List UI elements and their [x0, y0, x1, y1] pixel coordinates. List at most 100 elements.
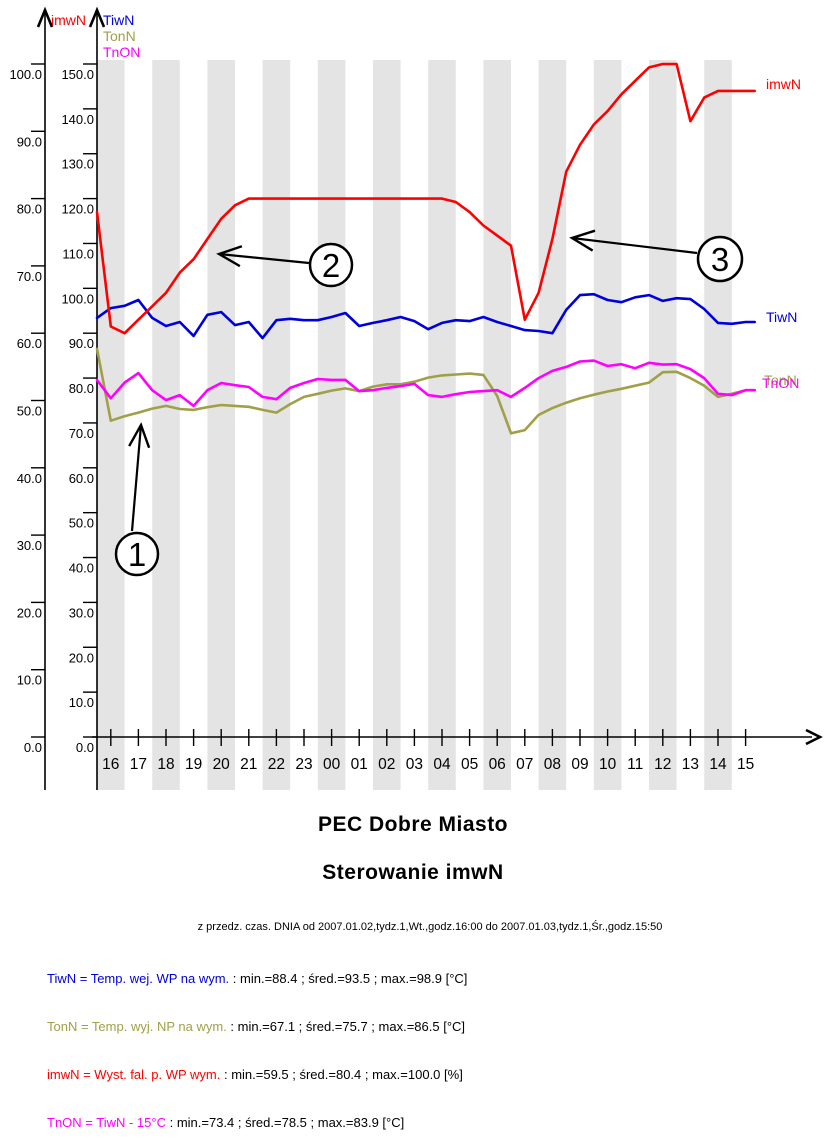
shaded-hour-band — [593, 60, 622, 790]
hour-label: 04 — [433, 756, 451, 773]
series-end-label-tonn: TonN — [764, 372, 797, 388]
axis1-tick-label: 50.0 — [17, 404, 42, 419]
axis1-tick-label: 70.0 — [17, 269, 42, 284]
axis2-tick-label: 10.0 — [69, 695, 94, 710]
hour-label: 11 — [627, 756, 643, 773]
chart-subtitle: Sterowanie imwN — [322, 861, 504, 884]
annotation-arrow-2 — [216, 245, 310, 268]
series-tiwn — [95, 292, 757, 340]
annotation-number-2: 2 — [322, 247, 340, 284]
axis2-tick-label: 0.0 — [76, 740, 94, 755]
annotation-circle-3 — [696, 235, 744, 283]
series-end-label-tnon: TnON — [762, 375, 799, 391]
axis2-tick-label: 130.0 — [61, 157, 94, 172]
hour-label: 13 — [682, 756, 699, 773]
stat-series-name: TiwN = Temp. wej. WP na wym. — [47, 971, 230, 986]
axis2-tick-label: 70.0 — [69, 426, 94, 441]
hour-label: 01 — [351, 756, 368, 773]
stat-values: : min.=88.4 ; śred.=93.5 ; max.=98.9 [°C… — [229, 971, 468, 986]
hour-label: 08 — [544, 756, 561, 773]
stat-line-tnon: TnON = TiwN - 15°C : min.=73.4 ; śred.=7… — [47, 1115, 404, 1130]
shaded-hour-band — [262, 60, 291, 790]
axis1-tick-label: 20.0 — [17, 605, 42, 620]
shaded-hour-band — [428, 60, 456, 790]
stat-values: : min.=67.1 ; śred.=75.7 ; max.=86.5 [°C… — [226, 1019, 466, 1034]
axis2-tick-label: 20.0 — [69, 650, 94, 665]
axis2-tick-label: 80.0 — [69, 381, 94, 396]
axis1-title: imwN — [51, 12, 86, 28]
axis2-tick-label: 30.0 — [69, 605, 94, 620]
hour-label: 05 — [461, 756, 478, 773]
chart-title: PEC Dobre Miasto — [317, 813, 509, 836]
axis2-tick-label: 120.0 — [61, 202, 94, 217]
series-end-label-tiwn: TiwN — [766, 309, 797, 325]
hour-label: 14 — [709, 756, 727, 773]
hour-label: 00 — [323, 756, 341, 773]
axis1-tick-label: 10.0 — [17, 673, 42, 688]
stat-series-name: imwN = Wyst. fal. p. WP wym. — [47, 1067, 221, 1082]
hour-label: 23 — [295, 756, 312, 773]
time-range-line: z przedz. czas. DNIA od 2007.01.02,tydz.… — [197, 921, 663, 933]
series-tonn — [95, 347, 757, 435]
axis1-tick-label: 30.0 — [17, 538, 42, 553]
axis2-tick-label: 40.0 — [69, 561, 94, 576]
annotation-number-3: 3 — [711, 241, 729, 278]
axis2-tick-label: 100.0 — [61, 291, 94, 306]
hour-label: 09 — [571, 756, 588, 773]
annotation-circle-2 — [308, 242, 354, 288]
shaded-hour-band — [649, 60, 677, 790]
hour-label: 15 — [737, 756, 754, 773]
axis2-tick-label: 90.0 — [69, 336, 94, 351]
stat-series-name: TonN = Temp. wyj. NP na wym. — [47, 1019, 227, 1034]
axis2-tick-label: 110.0 — [62, 246, 94, 261]
stat-values: : min.=59.5 ; śred.=80.4 ; max.=100.0 [%… — [220, 1067, 463, 1082]
axis2-tick-label: 50.0 — [69, 516, 94, 531]
stat-values: : min.=73.4 ; śred.=78.5 ; max.=83.9 [°C… — [165, 1115, 405, 1130]
axis2-tick-label: 140.0 — [61, 112, 94, 127]
annotation-circle-1 — [114, 531, 160, 577]
axis2-title-tonn: TonN — [103, 28, 136, 44]
shaded-hour-band — [207, 60, 235, 790]
shaded-hour-band — [483, 60, 511, 790]
trend-chart: 0.010.020.030.040.050.060.070.080.090.01… — [9, 6, 823, 790]
axis2-title-tnon: TnON — [103, 44, 140, 60]
hour-label: 12 — [654, 756, 671, 773]
shaded-hour-band — [317, 60, 346, 790]
hour-label: 03 — [406, 756, 423, 773]
hour-label: 16 — [102, 756, 119, 773]
hour-label: 06 — [489, 756, 506, 773]
axis2-tick-label: 60.0 — [69, 471, 94, 486]
axis1-tick-label: 80.0 — [17, 202, 42, 217]
hour-label: 20 — [213, 756, 231, 773]
hour-label: 22 — [268, 756, 285, 773]
axis1-tick-label: 60.0 — [17, 336, 42, 351]
hour-label: 10 — [599, 756, 617, 773]
hour-label: 18 — [157, 756, 174, 773]
shaded-hour-band — [704, 60, 732, 790]
axis1-tick-label: 0.0 — [24, 740, 42, 755]
series-end-label-imwn: imwN — [766, 76, 801, 92]
hour-label: 19 — [185, 756, 202, 773]
annotation-number-1: 1 — [128, 536, 146, 573]
axis1-tick-label: 100.0 — [9, 67, 42, 82]
shaded-hour-band — [152, 60, 180, 790]
hour-label: 07 — [516, 756, 533, 773]
series-tnon — [95, 359, 757, 408]
stat-series-name: TnON = TiwN - 15°C — [47, 1115, 166, 1130]
annotation-arrow-3 — [569, 229, 698, 255]
series-imwn — [95, 62, 757, 335]
stat-line-tonn: TonN = Temp. wyj. NP na wym. : min.=67.1… — [47, 1019, 465, 1034]
shaded-hour-band — [97, 60, 125, 790]
hour-label: 17 — [130, 756, 147, 773]
annotation-arrow-1 — [128, 422, 151, 532]
axis2-title-tiwn: TiwN — [103, 12, 134, 28]
hour-label: 21 — [240, 756, 257, 773]
y-axis-2-arrow-icon — [88, 6, 106, 28]
axis2-tick-label: 150.0 — [61, 67, 94, 82]
axis1-tick-label: 40.0 — [17, 471, 42, 486]
shaded-hour-band — [538, 60, 567, 790]
axis1-tick-label: 90.0 — [17, 134, 42, 149]
stat-line-imwn: imwN = Wyst. fal. p. WP wym. : min.=59.5… — [47, 1067, 463, 1082]
stat-line-tiwn: TiwN = Temp. wej. WP na wym. : min.=88.4… — [47, 971, 467, 986]
